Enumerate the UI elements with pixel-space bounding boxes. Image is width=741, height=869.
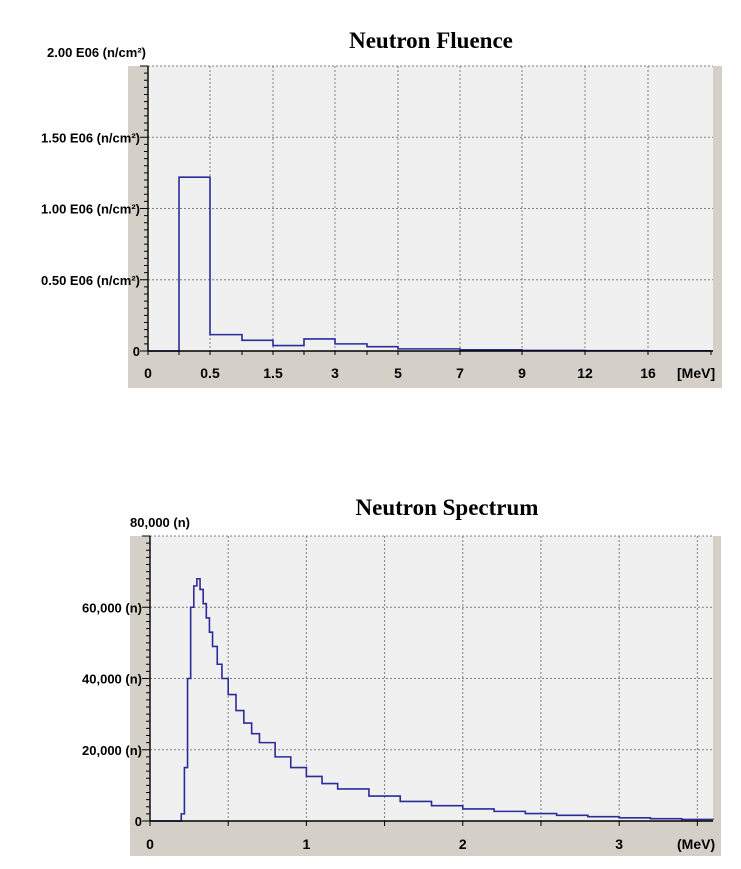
fluence-xtick-label: 5 [394, 365, 402, 381]
spectrum-y-tick-labels: 0 20,000 (n) 40,000 (n) 60,000 (n) 80,000 (n… [82, 515, 190, 829]
fluence-xtick-label: 16 [640, 365, 656, 381]
spectrum-title: Neutron Spectrum [356, 495, 539, 520]
fluence-title: Neutron Fluence [349, 28, 513, 53]
fluence-x-unit: [MeV] [677, 365, 715, 381]
spectrum-xtick-label: 3 [615, 836, 623, 852]
spectrum-ytick-label: 60,000 (n) [82, 600, 142, 615]
spectrum-ytick-label: 40,000 (n) [82, 672, 142, 687]
neutron-fluence-chart: Neutron Fluence 0 0.50 E06 (n/cm²) 1.00 E0… [41, 28, 722, 388]
fluence-ytick-label: 1.50 E06 (n/cm²) [41, 130, 140, 145]
fluence-xtick-label: 1.5 [263, 365, 283, 381]
spectrum-x-unit: (MeV) [677, 836, 715, 852]
spectrum-series-line [150, 577, 714, 822]
neutron-spectrum-chart: Neutron Spectrum 0 20,000 (n) 40,000 (n) 60… [82, 495, 721, 856]
spectrum-ytick-label: 20,000 (n) [82, 743, 142, 758]
fluence-xtick-label: 7 [456, 365, 464, 381]
spectrum-x-tick-labels: 0 1 2 3 [146, 836, 623, 852]
spectrum-xtick-label: 0 [146, 836, 154, 852]
fluence-x-tick-labels: 0 0.5 1.5 3 5 7 9 12 16 [144, 365, 656, 381]
fluence-xtick-label: 9 [518, 365, 526, 381]
fluence-ytick-label: 1.00 E06 (n/cm²) [41, 202, 140, 217]
spectrum-xtick-label: 1 [302, 836, 310, 852]
fluence-xtick-label: 0.5 [200, 365, 220, 381]
spectrum-grid [150, 535, 713, 821]
fluence-ytick-label: 0.50 E06 (n/cm²) [41, 273, 140, 288]
fluence-plot-area [148, 66, 713, 351]
fluence-ytick-label: 2.00 E06 (n/cm²) [47, 45, 146, 60]
spectrum-ytick-label: 0 [135, 814, 142, 829]
fluence-ytick-label: 0 [133, 344, 140, 359]
fluence-y-tick-labels: 0 0.50 E06 (n/cm²) 1.00 E06 (n/cm²) 1.50 E0… [41, 45, 146, 359]
spectrum-ytick-label: 80,000 (n) [130, 515, 190, 530]
fluence-xtick-label: 12 [577, 365, 593, 381]
spectrum-xtick-label: 2 [459, 836, 467, 852]
fluence-xtick-label: 0 [144, 365, 152, 381]
fluence-xtick-label: 3 [331, 365, 339, 381]
